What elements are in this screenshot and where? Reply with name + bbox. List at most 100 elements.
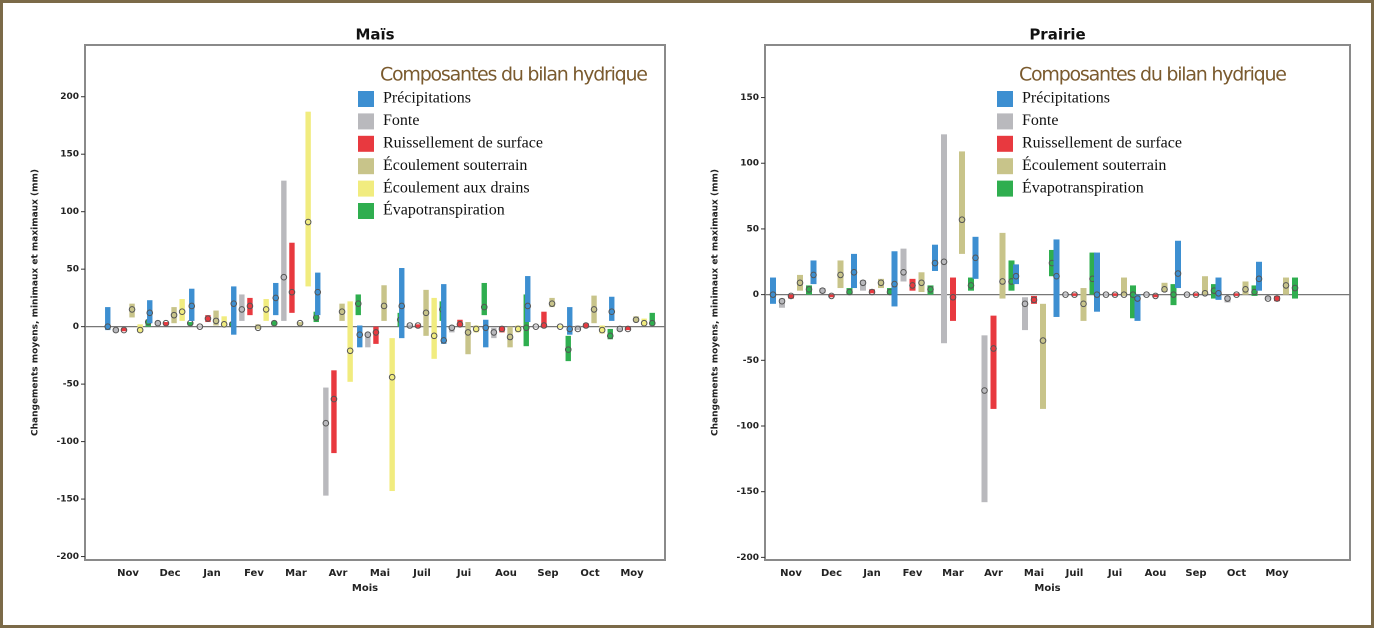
range-bar [105,307,111,331]
legend-swatch [997,91,1013,107]
range-bar [457,319,463,327]
range-bar [465,322,471,355]
range-bar [323,387,329,496]
mean-marker [346,347,354,355]
range-bar [1062,293,1069,296]
range-bar [171,307,177,324]
range-bar [950,277,956,321]
range-bar [927,285,934,295]
range-bar [1292,277,1298,299]
mean-marker [981,387,988,394]
legend-title: Composantes du bilan hydrique [380,64,648,86]
mean-marker [769,291,777,298]
range-bar [878,278,884,289]
range-bar [1071,293,1078,296]
x-tick-label: Nov [117,568,139,579]
legend-label: Ruissellement de surface [1022,134,1182,151]
range-bar [1008,260,1015,291]
range-bar [273,282,279,316]
legend-swatch [997,158,1013,175]
range-bar [1112,293,1118,296]
x-tick-label: Jui [1107,568,1122,579]
y-tick-label: 50 [66,265,79,275]
mean-marker [104,323,112,330]
range-bar [365,332,371,348]
range-bar [1283,277,1289,295]
mean-marker [1111,291,1119,298]
x-tick-label: Moy [1265,568,1289,579]
range-bar [633,316,639,323]
range-bar [788,294,794,299]
mean-marker [868,288,876,296]
mean-marker [1012,272,1020,280]
range-bar [1251,285,1258,296]
mean-marker [608,308,616,315]
mean-marker [314,288,322,296]
x-tick-label: Avr [329,568,348,579]
mean-marker [999,278,1006,285]
range-bar [999,232,1006,299]
mean-marker [1021,300,1029,308]
mean-marker [1080,300,1087,308]
x-tick-label: Jui [456,568,471,579]
mean-marker [1233,291,1240,298]
mean-marker [272,294,280,302]
x-tick-label: Sep [537,568,558,579]
mean-marker [859,279,867,287]
range-bar [1224,295,1231,303]
range-bar [981,335,988,503]
x-tick-label: Aou [495,568,517,579]
mean-marker [154,319,162,327]
mean-marker [490,329,498,336]
mean-marker [464,329,472,336]
range-bar [507,326,513,348]
legend-swatch [358,91,374,107]
range-bar [415,324,421,328]
y-tick-label: -200 [56,552,79,562]
mean-marker [1062,291,1069,298]
mean-marker [1224,295,1231,302]
range-bar [231,286,237,335]
range-bar [163,322,169,326]
plot-area [84,44,666,561]
mean-marker [1291,284,1299,292]
y-tick-label: 100 [60,207,79,217]
x-tick-label: Mai [1024,568,1044,579]
mean-marker [388,373,396,381]
range-bar [1031,295,1037,304]
y-tick-label: 100 [740,159,759,169]
legend-label: Écoulement souterrain [383,155,527,174]
mean-marker [1255,275,1263,283]
x-tick-label: Dec [821,568,842,579]
range-bar [1242,281,1249,295]
mean-marker [1053,272,1060,280]
y-tick-label: -200 [736,553,759,563]
mean-marker [170,311,178,319]
x-tick-label: Mai [370,568,390,579]
range-bar [189,288,195,321]
mean-marker [506,333,514,341]
mean-marker [188,302,196,310]
x-tick-label: Nov [780,568,802,579]
mean-marker [480,303,488,311]
range-bar [137,324,143,333]
mean-marker [1161,286,1168,293]
mean-marker [220,321,228,328]
x-tick-label: Aou [1145,568,1167,579]
range-bar [147,300,153,324]
x-tick-label: Juil [412,568,431,579]
range-bar [449,325,455,333]
x-tick-label: Mar [942,568,964,579]
legend-swatch [997,180,1013,197]
range-bar [197,325,203,328]
range-bar [837,260,844,289]
range-bar [1211,284,1217,299]
range-bar [407,324,413,327]
legend-swatch [997,135,1013,152]
range-bar [263,299,269,321]
range-bar [599,325,605,334]
range-bar [1080,288,1087,321]
mean-marker [204,315,212,322]
range-bar [339,303,345,321]
mean-marker [958,216,966,224]
